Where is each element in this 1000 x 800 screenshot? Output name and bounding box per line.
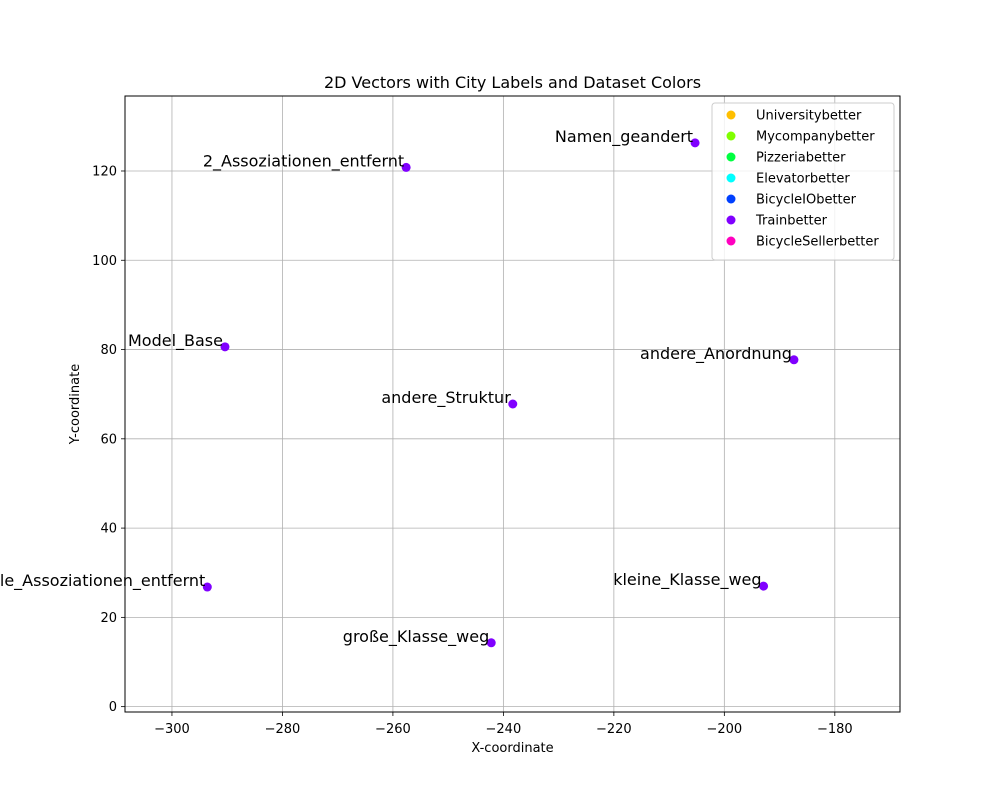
plot-area-frame xyxy=(124,95,901,713)
point-label: 2_Assoziationen_entfernt xyxy=(203,151,404,171)
data-point xyxy=(220,342,230,352)
data-points xyxy=(202,138,799,648)
x-tick-label: −300 xyxy=(154,722,190,737)
y-tick-label: 60 xyxy=(100,432,117,447)
point-label: große_Klasse_weg xyxy=(343,627,489,647)
x-tick-label: −220 xyxy=(596,722,632,737)
legend-marker xyxy=(726,236,736,246)
data-point xyxy=(401,162,411,172)
grid-lines xyxy=(125,96,900,712)
point-label: andere_Struktur xyxy=(381,388,511,408)
legend-marker xyxy=(726,131,736,141)
point-labels: Namen_geandert 2_Assoziationen_entfernt Mo… xyxy=(0,127,792,647)
legend-marker xyxy=(726,110,736,120)
legend-marker xyxy=(726,194,736,204)
x-axis-label: X-coordinate xyxy=(471,741,553,756)
legend-entry-label: BicycleIObetter xyxy=(756,193,857,208)
y-axis-label: Y-coordinate xyxy=(68,364,83,445)
y-tick-label: 40 xyxy=(100,522,117,537)
axis-ticks: −300 −280 −260 −240 −220 −200 −180 0 20 40 60 80 100… xyxy=(92,164,853,737)
point-label: alle_Assoziationen_entfernt xyxy=(0,571,205,591)
y-tick-label: 100 xyxy=(92,254,117,269)
x-tick-label: −280 xyxy=(265,722,301,737)
y-tick-label: 80 xyxy=(100,343,117,358)
x-tick-label: −240 xyxy=(486,722,522,737)
legend-entry-label: Elevatorbetter xyxy=(756,172,850,187)
x-tick-label: −180 xyxy=(817,722,853,737)
point-label: andere_Anordnung xyxy=(640,344,792,364)
data-point xyxy=(486,638,496,648)
legend-box xyxy=(711,102,895,261)
data-point xyxy=(202,582,212,592)
y-tick-label: 120 xyxy=(92,164,117,179)
legend-entry-label: BicycleSellerbetter xyxy=(756,235,879,250)
data-point xyxy=(690,138,700,148)
legend-entry-label: Trainbetter xyxy=(755,214,828,229)
legend-marker xyxy=(726,152,736,162)
legend-entry-label: Pizzeriabetter xyxy=(756,151,846,166)
data-point xyxy=(508,399,518,409)
legend: Universitybetter Mycompanybetter Pizzeriab… xyxy=(711,102,895,261)
point-label: kleine_Klasse_weg xyxy=(613,570,761,590)
y-tick-label: 20 xyxy=(100,611,117,626)
point-label: Model_Base xyxy=(128,331,223,351)
legend-marker xyxy=(726,215,736,225)
point-label: Namen_geandert xyxy=(555,127,693,147)
x-tick-label: −260 xyxy=(375,722,411,737)
data-point xyxy=(759,581,769,591)
legend-entry-label: Mycompanybetter xyxy=(756,130,875,145)
y-tick-label: 0 xyxy=(109,700,117,715)
legend-marker xyxy=(726,173,736,183)
legend-entry-label: Universitybetter xyxy=(756,109,862,124)
data-point xyxy=(789,355,799,365)
x-tick-label: −200 xyxy=(706,722,742,737)
chart-title: 2D Vectors with City Labels and Dataset … xyxy=(324,73,701,92)
